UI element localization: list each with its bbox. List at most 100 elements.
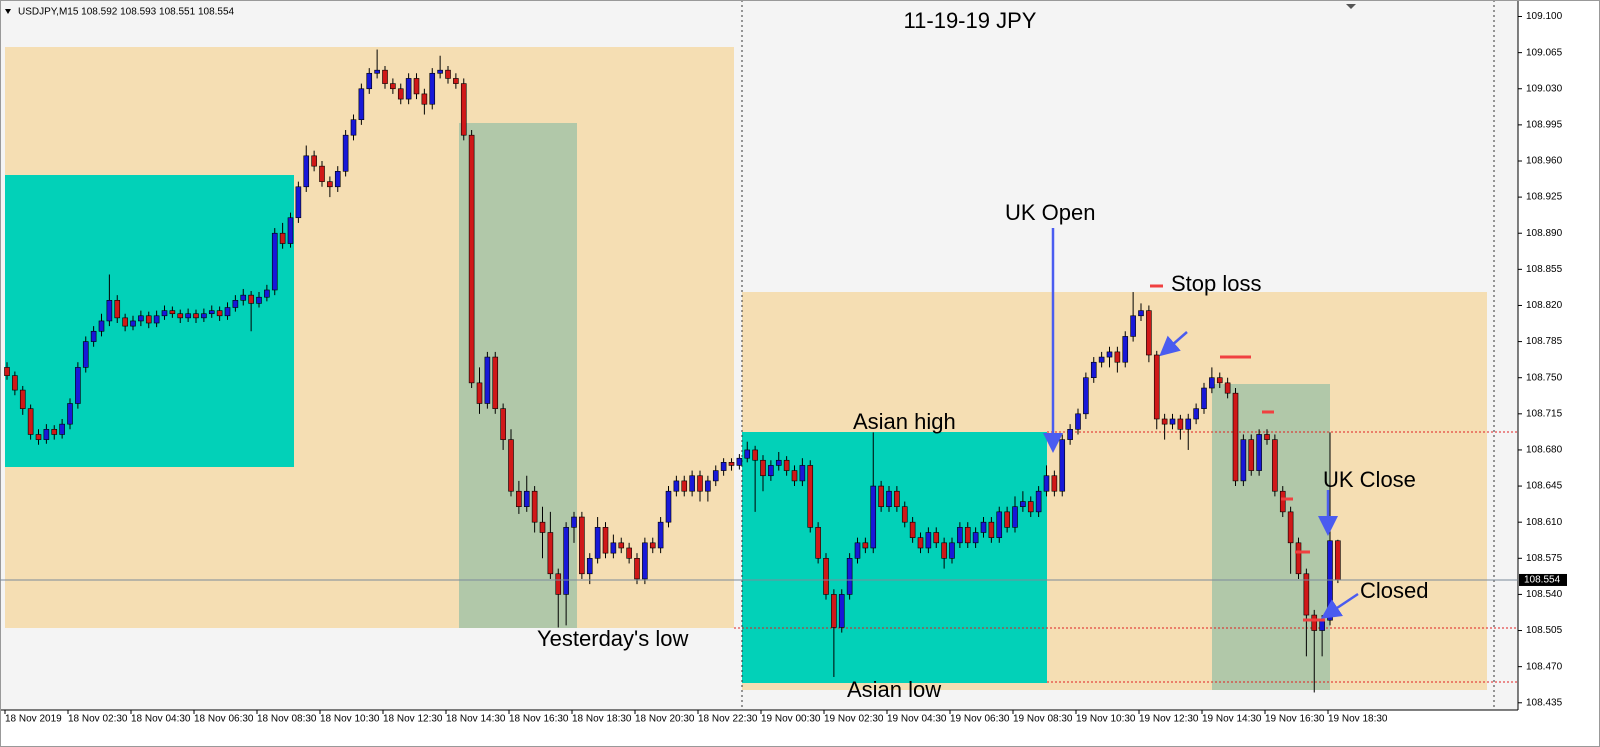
y-tick-label: 108.890 — [1526, 228, 1563, 239]
candle-body — [122, 317, 128, 327]
x-tick-label: 19 Nov 08:30 — [1013, 714, 1073, 725]
candle-body — [917, 537, 924, 549]
candle-body — [909, 521, 916, 538]
candle-body — [130, 320, 136, 327]
candle-body — [1012, 506, 1018, 528]
candle-body — [901, 506, 908, 523]
candle-body — [4, 367, 10, 376]
candle-body — [957, 527, 963, 544]
scroll-icon — [1346, 4, 1356, 9]
candle-body — [665, 490, 672, 523]
candle-body — [51, 429, 58, 435]
x-tick-label: 18 Nov 12:30 — [383, 714, 443, 725]
candle-body — [1335, 540, 1341, 581]
candle-body — [1035, 490, 1042, 513]
candle-body — [413, 78, 420, 95]
candle-body — [138, 315, 144, 322]
candle-body — [894, 490, 900, 508]
candle-body — [705, 480, 711, 492]
candle-body — [1043, 475, 1050, 492]
candle-body — [476, 382, 483, 404]
candle-body — [358, 88, 365, 121]
candle-body — [185, 313, 191, 319]
x-tick-label: 19 Nov 06:30 — [950, 714, 1010, 725]
annotation: Yesterday's low — [537, 626, 688, 651]
candle-body — [1177, 418, 1184, 430]
candle-body — [602, 527, 609, 554]
candles — [4, 49, 1341, 693]
candle-body — [216, 310, 223, 317]
candle-body — [531, 490, 538, 523]
candle-body — [319, 165, 325, 182]
candle-body — [1098, 356, 1105, 363]
y-tick-label: 108.820 — [1526, 300, 1563, 311]
header: USDJPY,M15 108.592 108.593 108.551 108.5… — [18, 7, 235, 18]
candle-body — [1114, 351, 1121, 363]
candle-body — [586, 557, 593, 575]
y-tick-label: 109.100 — [1526, 11, 1563, 22]
x-tick-label: 18 Nov 02:30 — [68, 714, 128, 725]
x-tick-label: 18 Nov 2019 — [5, 714, 62, 725]
candle-body — [579, 516, 585, 575]
candle-body — [642, 542, 648, 580]
candle-body — [19, 389, 26, 409]
candle-body — [1185, 418, 1192, 430]
arrow — [1159, 331, 1188, 357]
price-axis-area — [1518, 0, 1600, 747]
y-tick-label: 108.610 — [1526, 517, 1563, 528]
candle-body — [311, 155, 317, 167]
candle-body — [67, 403, 73, 425]
candle-body — [208, 310, 215, 315]
candle-body — [1240, 439, 1247, 482]
candle-body — [783, 459, 790, 471]
arrows — [1043, 228, 1359, 619]
candle-body — [516, 490, 522, 508]
candle-body — [492, 356, 499, 409]
candle-body — [697, 475, 703, 492]
candle-body — [201, 313, 207, 319]
candle-body — [964, 527, 971, 544]
candle-body — [862, 542, 869, 549]
y-tick-label: 108.540 — [1526, 589, 1563, 600]
candle-body — [854, 542, 861, 559]
zone — [459, 123, 577, 628]
candle-body — [689, 475, 695, 492]
candle-body — [279, 232, 286, 244]
candle-body — [248, 294, 254, 304]
candle-body — [1232, 392, 1239, 482]
candle-body — [539, 521, 546, 533]
candle-body — [75, 367, 81, 404]
candle-body — [760, 459, 766, 477]
candle-body — [988, 521, 995, 538]
candle-body — [523, 490, 530, 508]
candle-body — [1272, 439, 1278, 492]
candle-body — [925, 532, 932, 549]
candle-body — [90, 330, 97, 342]
candle-body — [468, 134, 475, 384]
candle-body — [1287, 511, 1294, 544]
candle-body — [59, 423, 65, 435]
candle-body — [153, 315, 160, 324]
candle-body — [1193, 408, 1199, 420]
candle-body — [1027, 501, 1034, 513]
chart-title: 11-19-19 JPY — [904, 8, 1037, 33]
candle-body — [327, 181, 333, 188]
candle-body — [240, 294, 247, 301]
candle-body — [374, 69, 380, 74]
candle-body — [1004, 511, 1010, 528]
candle-body — [547, 532, 554, 575]
candle-body — [846, 557, 853, 595]
candle-body — [256, 296, 262, 304]
y-tick-label: 108.785 — [1526, 336, 1563, 347]
annotation: UK Open — [1005, 200, 1096, 225]
y-tick-label: 108.715 — [1526, 408, 1563, 419]
candle-body — [177, 313, 184, 319]
candle-body — [271, 232, 278, 291]
zone — [1212, 384, 1330, 690]
y-tick-label: 108.575 — [1526, 553, 1563, 564]
candle-body — [886, 490, 892, 508]
candle-body — [594, 527, 601, 559]
candle-body — [1138, 310, 1144, 317]
x-tick-label: 18 Nov 14:30 — [446, 714, 506, 725]
